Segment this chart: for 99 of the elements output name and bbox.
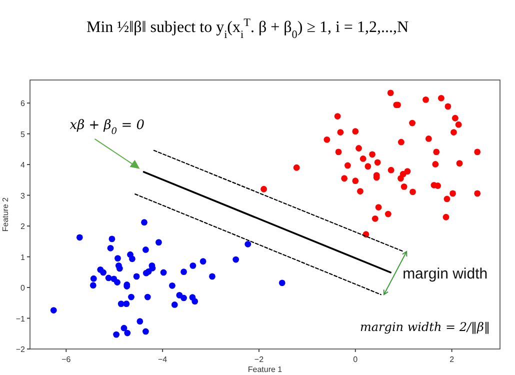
- x-tick-label: 0: [353, 355, 358, 364]
- point: [352, 178, 359, 184]
- point: [144, 294, 151, 300]
- y-tick-label: 4: [20, 160, 26, 170]
- point: [324, 136, 330, 143]
- y-tick-label: −1: [16, 314, 26, 324]
- point: [455, 121, 462, 128]
- y-tick-label: 3: [20, 191, 26, 200]
- point: [438, 94, 444, 102]
- point: [128, 294, 134, 300]
- point: [422, 96, 429, 103]
- point: [450, 129, 457, 136]
- point: [142, 246, 149, 253]
- point: [384, 210, 392, 218]
- point: [118, 300, 124, 308]
- point: [136, 318, 144, 325]
- point: [171, 302, 178, 308]
- point: [169, 282, 176, 289]
- point: [128, 256, 136, 262]
- point: [334, 113, 341, 120]
- point: [474, 148, 481, 156]
- point: [397, 175, 404, 182]
- point: [192, 298, 198, 305]
- point: [200, 258, 206, 265]
- x-tick-label: −6: [62, 355, 72, 364]
- point: [444, 196, 450, 202]
- point: [278, 280, 286, 286]
- point: [387, 90, 394, 96]
- y-tick-label: 6: [20, 99, 26, 108]
- point: [160, 269, 167, 276]
- point: [410, 188, 416, 196]
- point: [156, 239, 162, 246]
- point: [105, 274, 112, 282]
- point: [209, 273, 216, 280]
- point: [180, 268, 187, 276]
- point: [114, 255, 121, 262]
- y-tick-label: 2: [20, 222, 26, 232]
- point: [364, 163, 372, 170]
- point: [113, 331, 120, 338]
- point: [76, 234, 83, 241]
- point: [114, 279, 120, 286]
- point: [116, 265, 123, 272]
- point: [356, 145, 362, 152]
- point: [374, 159, 381, 166]
- y-tick-label: 0: [20, 284, 26, 293]
- point: [120, 324, 128, 332]
- point: [369, 151, 376, 158]
- point: [124, 330, 131, 336]
- point: [133, 273, 140, 280]
- point: [141, 219, 148, 226]
- point: [357, 188, 364, 194]
- point: [450, 190, 456, 197]
- point: [433, 148, 440, 156]
- point: [352, 128, 359, 135]
- point: [341, 175, 348, 182]
- point: [388, 166, 394, 174]
- point: [425, 136, 432, 142]
- x-tick-label: −2: [254, 355, 264, 364]
- y-axis-title: Feature 2: [1, 196, 10, 232]
- point: [344, 162, 351, 169]
- annotation: xβ + β$_{0}$ = 0: [70, 118, 145, 137]
- point: [372, 215, 378, 222]
- point: [434, 182, 442, 189]
- x-tick-label: −4: [158, 355, 168, 364]
- point: [375, 204, 382, 210]
- annotation: margin width = 2/‖β‖: [360, 320, 490, 334]
- point: [180, 294, 187, 302]
- point: [432, 161, 439, 168]
- point: [123, 300, 130, 308]
- point: [452, 114, 458, 122]
- x-tick-label: 2: [450, 355, 455, 364]
- x-axis-title: Feature 1: [248, 365, 283, 374]
- y-tick-label: 5: [20, 130, 26, 139]
- chart-title: Min ½‖β‖ subject to y$_{i}$(x$_{i}$$^{T}$. β + β$_{0}$) ≥ 1, i = 1,2,...,N: [86, 17, 409, 41]
- point: [108, 236, 116, 242]
- point: [244, 240, 252, 248]
- point: [474, 190, 481, 197]
- point: [400, 183, 408, 190]
- point: [442, 214, 450, 220]
- point: [398, 138, 404, 146]
- point: [456, 160, 463, 167]
- point: [90, 282, 96, 289]
- point: [293, 164, 300, 171]
- point: [100, 269, 106, 276]
- point: [260, 186, 267, 192]
- point: [335, 148, 342, 156]
- point: [190, 262, 196, 269]
- point: [142, 328, 149, 335]
- point: [232, 256, 240, 263]
- point: [409, 120, 416, 126]
- point: [444, 103, 452, 110]
- point: [337, 129, 344, 136]
- y-tick-label: −2: [16, 345, 26, 354]
- point: [107, 244, 114, 252]
- point: [360, 156, 366, 162]
- point: [90, 275, 97, 282]
- annotation: margin width: [402, 265, 488, 282]
- y-tick-label: 1: [20, 252, 26, 262]
- point: [50, 307, 57, 314]
